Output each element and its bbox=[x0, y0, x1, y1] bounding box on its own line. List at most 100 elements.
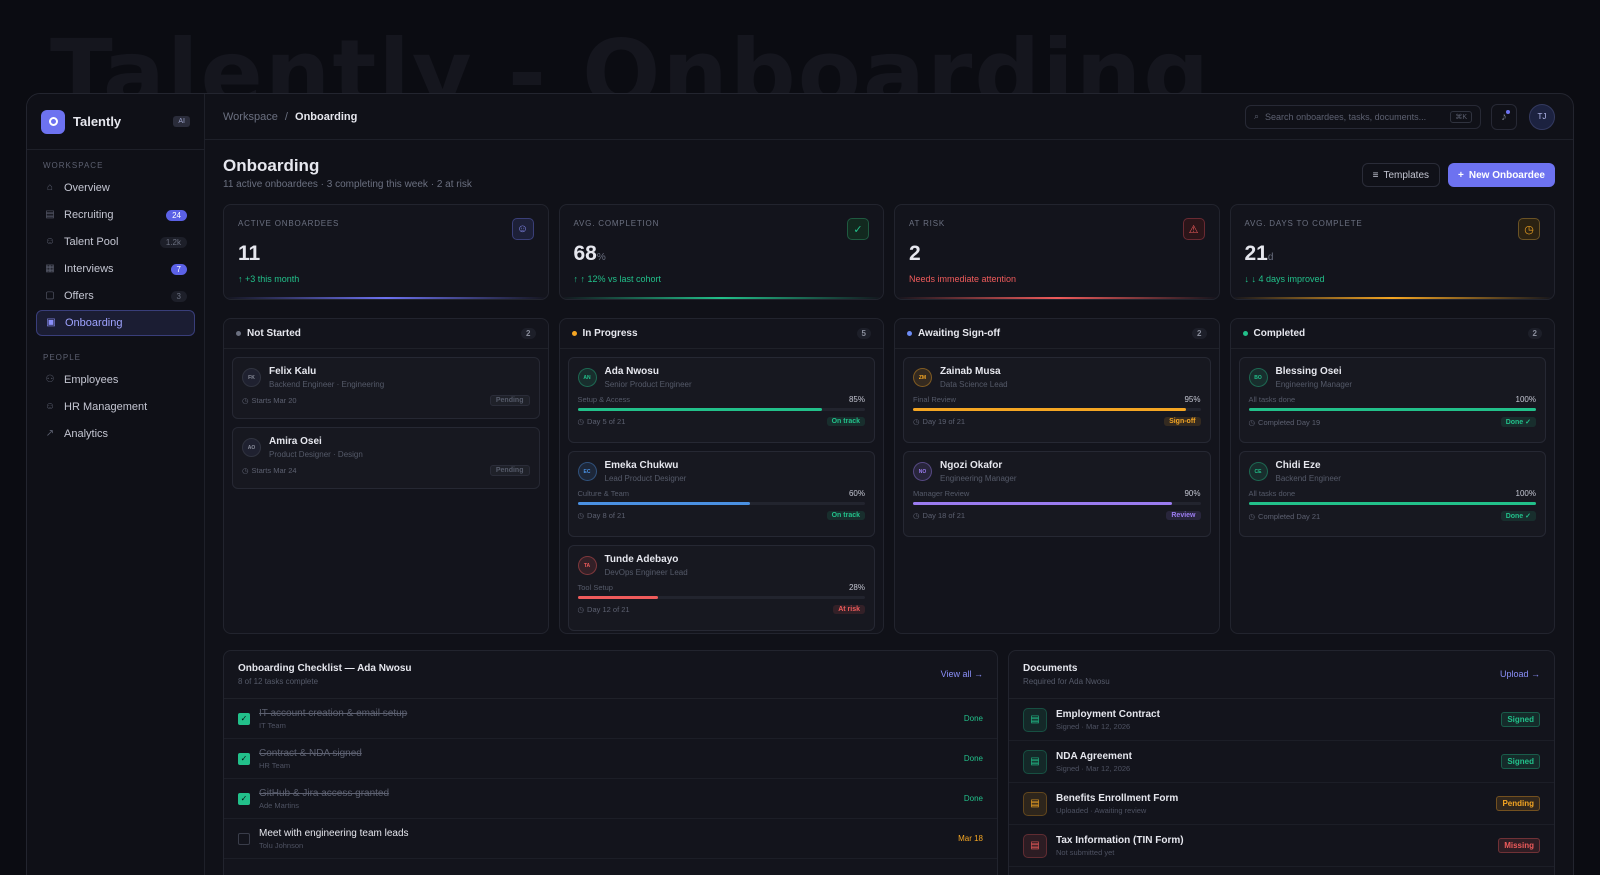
progress-fill bbox=[577, 596, 658, 599]
task-title: Meet with engineering team leads bbox=[259, 827, 409, 839]
task-checkbox[interactable]: ✓ bbox=[238, 792, 250, 805]
column-awaiting-sign-off: Awaiting Sign-off 2 ZM Zainab Musa Data Sci… bbox=[894, 318, 1220, 634]
sidebar-item-onboarding[interactable]: ▣ Onboarding bbox=[36, 310, 195, 336]
sidebar-item-hr-management[interactable]: ☺ HR Management bbox=[36, 394, 195, 420]
onboardee-name: Tunde Adebayo bbox=[604, 554, 679, 565]
status-badge: Sign-off bbox=[1164, 417, 1201, 426]
document-row[interactable]: ▤ Tax Information (TIN Form) Not submitted… bbox=[1009, 825, 1554, 867]
status-dot bbox=[236, 331, 241, 336]
clock-icon: ◷ bbox=[1248, 417, 1256, 427]
onboardee-card[interactable]: NO Ngozi Okafor Engineering Manager Manager… bbox=[903, 451, 1211, 537]
day-label: Day 12 of 21 bbox=[587, 605, 630, 614]
onboardee-card[interactable]: BO Blessing Osei Engineering Manager All ta… bbox=[1238, 357, 1546, 443]
task-checkbox[interactable] bbox=[238, 832, 250, 845]
avatar[interactable]: TJ bbox=[1529, 103, 1555, 130]
count-badge: 3 bbox=[170, 290, 187, 302]
column-title: Not Started bbox=[247, 328, 301, 339]
section-label-people: PEOPLE bbox=[43, 353, 82, 362]
document-meta: Signed · Mar 12, 2026 bbox=[1056, 763, 1131, 773]
document-icon: ▤ bbox=[1023, 749, 1047, 774]
task-owner: Ade Martins bbox=[259, 800, 300, 810]
breadcrumb: Workspace / Onboarding bbox=[223, 111, 1245, 123]
day-label: Day 19 of 21 bbox=[922, 417, 966, 426]
progress-fill bbox=[913, 408, 1187, 411]
task-owner: IT Team bbox=[259, 720, 286, 730]
kpi-card: AT RISK 2 Needs immediate attention ⚠ bbox=[894, 204, 1220, 300]
panel-header: Onboarding Checklist — Ada Nwosu 8 of 12 … bbox=[224, 651, 997, 699]
panel-subtitle: 8 of 12 tasks complete bbox=[238, 677, 319, 686]
clock-icon: ◷ bbox=[242, 396, 249, 405]
onboardee-card[interactable]: AN Ada Nwosu Senior Product Engineer Setup … bbox=[567, 357, 875, 443]
onboardee-card[interactable]: CE Chidi Eze Backend Engineer All tasks don… bbox=[1238, 451, 1546, 537]
sidebar-item-offers[interactable]: ▢ Offers 3 bbox=[36, 283, 195, 309]
task-status: Done bbox=[963, 754, 983, 763]
checklist-task[interactable]: ✓ Contract & NDA signed HR Team Done bbox=[224, 739, 997, 779]
column-count: 5 bbox=[856, 328, 871, 339]
document-row[interactable]: ▤ Benefits Enrollment Form Uploaded · Awai… bbox=[1009, 783, 1554, 825]
onboardee-role: Backend Engineer bbox=[1275, 474, 1341, 483]
task-checkbox[interactable]: ✓ bbox=[238, 752, 250, 765]
onboardee-card[interactable]: AO Amira Osei Product Designer · Design ◷ St… bbox=[232, 427, 540, 489]
onboardee-name: Amira Osei bbox=[269, 436, 322, 447]
upload-link[interactable]: Upload → bbox=[1499, 669, 1540, 679]
kanban-board: Not Started 2 FK Felix Kalu Backend Enginee… bbox=[205, 300, 1573, 634]
kpi-value: 2 bbox=[909, 242, 921, 265]
sidebar-item-talent-pool[interactable]: ☺ Talent Pool 1.2k bbox=[36, 229, 195, 255]
avatar: AN bbox=[577, 368, 597, 387]
sidebar-item-interviews[interactable]: ▦ Interviews 7 bbox=[36, 256, 195, 282]
onboardee-card[interactable]: FK Felix Kalu Backend Engineer · Engineeri… bbox=[232, 357, 540, 419]
kpi-card: AVG. COMPLETION 68% ↑ ↑ 12% vs last coho… bbox=[558, 204, 884, 300]
onboardee-role: Backend Engineer · Engineering bbox=[269, 380, 385, 389]
onboardee-role: Data Science Lead bbox=[940, 380, 1008, 389]
phase-label: Setup & Access bbox=[577, 395, 631, 404]
templates-button[interactable]: ≡ Templates bbox=[1361, 163, 1441, 187]
checklist-task[interactable]: Meet with engineering team leads Tolu Joh… bbox=[224, 819, 997, 859]
notification-button[interactable]: ♪ bbox=[1491, 103, 1517, 130]
main-content: Workspace / Onboarding ⌕ Search onboarde… bbox=[205, 94, 1573, 875]
breadcrumb-root[interactable]: Workspace bbox=[223, 110, 278, 123]
templates-label: Templates bbox=[1383, 169, 1430, 181]
sidebar-item-employees[interactable]: ⚇ Employees bbox=[36, 367, 195, 393]
document-icon: ▤ bbox=[1023, 833, 1047, 858]
topbar: Workspace / Onboarding ⌕ Search onboarde… bbox=[205, 94, 1573, 140]
brand[interactable]: Talently AI bbox=[27, 94, 204, 150]
clock-icon: ◷ bbox=[577, 417, 585, 426]
onboardee-name: Zainab Musa bbox=[940, 366, 1001, 377]
document-row[interactable]: ▤ NDA Agreement Signed · Mar 12, 2026 Signe… bbox=[1009, 741, 1554, 783]
progress-fill bbox=[1248, 502, 1536, 505]
checklist-task[interactable]: ✓ IT account creation & email setup IT Tea… bbox=[224, 699, 997, 739]
kpi-card: ACTIVE ONBOARDEES 11 ↑ +3 this month ☺ bbox=[223, 204, 549, 300]
kpi-note: ↑ +3 this month bbox=[238, 274, 300, 284]
task-checkbox[interactable]: ✓ bbox=[238, 712, 250, 725]
view-all-link[interactable]: View all → bbox=[940, 669, 983, 679]
task-title: Contract & NDA signed bbox=[259, 747, 362, 759]
sidebar-item-analytics[interactable]: ↗ Analytics bbox=[36, 421, 195, 447]
progress-fill bbox=[1248, 408, 1536, 411]
task-title: GitHub & Jira access granted bbox=[259, 787, 390, 799]
document-row[interactable]: ▤ Employment Contract Signed · Mar 12, 202… bbox=[1009, 699, 1554, 741]
new-onboardee-button[interactable]: + New Onboardee bbox=[1448, 163, 1555, 187]
column-count: 2 bbox=[1527, 328, 1542, 339]
file-icon: ▢ bbox=[45, 290, 55, 301]
onboardee-card[interactable]: TA Tunde Adebayo DevOps Engineer Lead Tool … bbox=[567, 545, 875, 631]
sidebar-item-overview[interactable]: ⌂ Overview bbox=[36, 175, 195, 201]
onboardee-card[interactable]: EC Emeka Chukwu Lead Product Designer Cultu… bbox=[567, 451, 875, 537]
document-status-badge: Pending bbox=[1496, 796, 1540, 811]
kpi-value: 21d bbox=[1244, 242, 1274, 265]
notification-dot bbox=[1506, 109, 1510, 114]
onboardee-name: Ada Nwosu bbox=[604, 366, 659, 377]
section-label-workspace: WORKSPACE bbox=[43, 161, 104, 170]
sidebar: Talently AI WORKSPACE ⌂ Overview ▤ Recruit… bbox=[27, 94, 205, 875]
task-owner: Tolu Johnson bbox=[259, 840, 304, 850]
progress-track bbox=[913, 408, 1201, 411]
avatar: ZM bbox=[913, 368, 932, 387]
search-input[interactable]: ⌕ Search onboardees, tasks, documents...… bbox=[1245, 104, 1481, 129]
document-name: NDA Agreement bbox=[1056, 750, 1132, 762]
onboardee-card[interactable]: ZM Zainab Musa Data Science Lead Final Revi… bbox=[903, 357, 1211, 443]
user-cog-icon: ☺ bbox=[44, 401, 56, 412]
sidebar-item-recruiting[interactable]: ▤ Recruiting 24 bbox=[36, 202, 195, 228]
column-title: In Progress bbox=[582, 328, 638, 339]
day-label: Day 5 of 21 bbox=[587, 417, 626, 426]
checklist-task[interactable]: ✓ GitHub & Jira access granted Ade Martins… bbox=[224, 779, 997, 819]
clock-icon: ◷ bbox=[577, 605, 585, 614]
